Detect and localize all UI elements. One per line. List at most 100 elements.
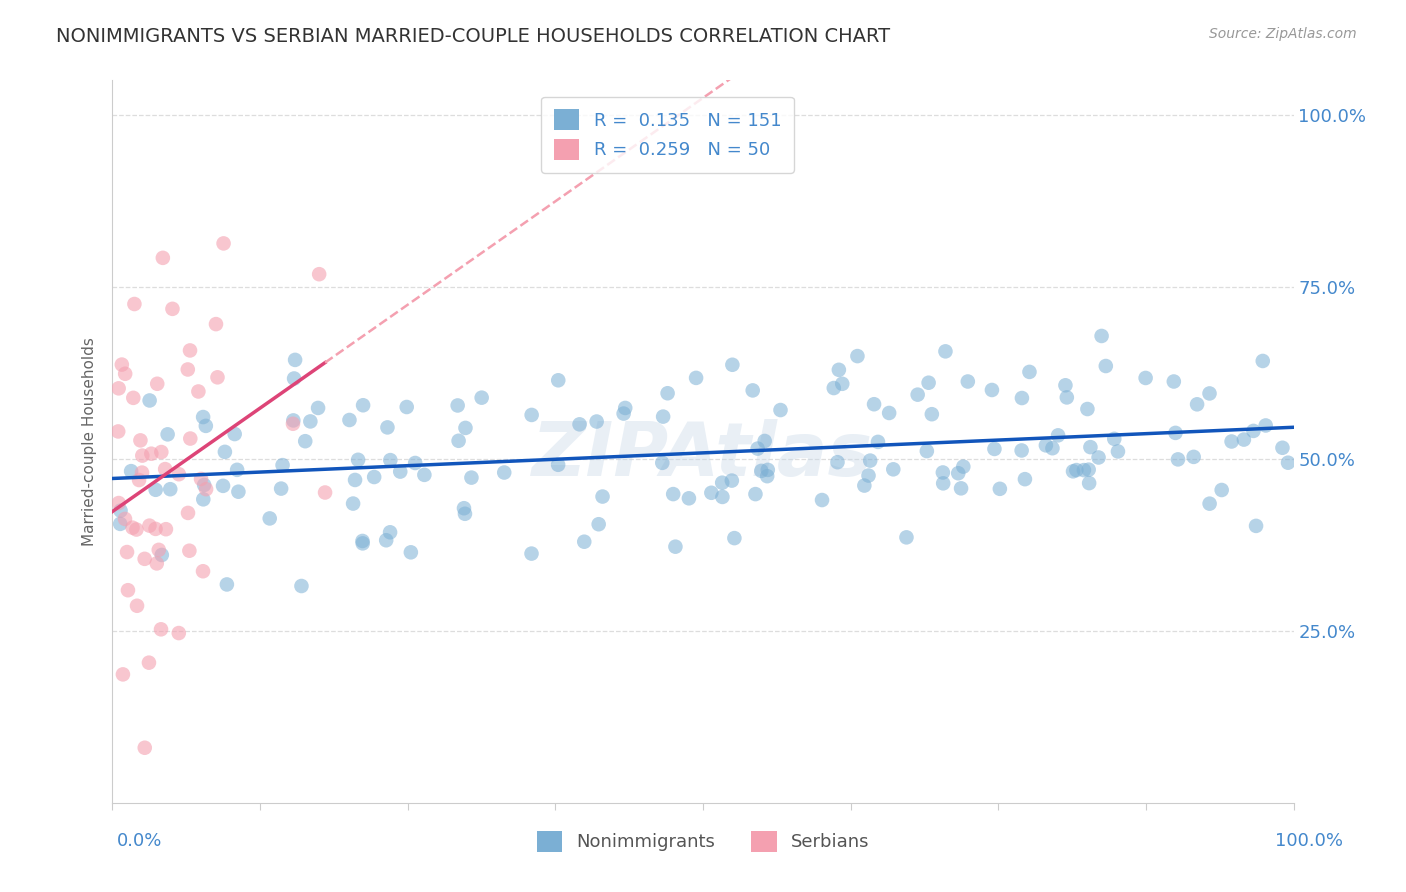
Point	[685, 371, 707, 385]
Point	[283, 413, 305, 427]
Point	[1087, 450, 1109, 465]
Point	[711, 475, 734, 490]
Point	[1042, 441, 1064, 455]
Point	[389, 465, 412, 479]
Point	[1185, 397, 1208, 411]
Point	[981, 383, 1004, 397]
Point	[128, 473, 150, 487]
Point	[395, 400, 418, 414]
Point	[115, 545, 138, 559]
Point	[281, 417, 304, 431]
Point	[1107, 444, 1129, 458]
Point	[1251, 354, 1274, 368]
Point	[882, 462, 904, 476]
Point	[1094, 359, 1116, 373]
Point	[769, 403, 792, 417]
Point	[471, 391, 494, 405]
Point	[652, 409, 675, 424]
Point	[1066, 463, 1088, 477]
Point	[342, 497, 364, 511]
Point	[150, 623, 173, 637]
Point	[363, 470, 385, 484]
Point	[1244, 519, 1267, 533]
Point	[162, 301, 184, 316]
Point	[1011, 391, 1033, 405]
Point	[614, 401, 637, 415]
Point	[547, 458, 569, 472]
Point	[950, 481, 973, 495]
Point	[150, 548, 173, 562]
Point	[756, 469, 779, 483]
Point	[494, 466, 516, 480]
Point	[651, 456, 673, 470]
Text: ZIPAtlas: ZIPAtlas	[533, 419, 873, 492]
Point	[193, 492, 215, 507]
Point	[827, 455, 849, 469]
Point	[520, 408, 543, 422]
Point	[195, 482, 218, 496]
Point	[212, 479, 235, 493]
Point	[846, 349, 869, 363]
Point	[574, 534, 596, 549]
Point	[1198, 497, 1220, 511]
Point	[1163, 375, 1185, 389]
Point	[131, 449, 153, 463]
Point	[294, 434, 316, 449]
Point	[1198, 386, 1220, 401]
Point	[915, 444, 938, 458]
Point	[1241, 424, 1264, 438]
Point	[592, 490, 614, 504]
Point	[1035, 438, 1057, 452]
Point	[588, 517, 610, 532]
Point	[1277, 456, 1299, 470]
Point	[934, 344, 956, 359]
Point	[1073, 463, 1095, 477]
Point	[613, 407, 636, 421]
Y-axis label: Married-couple Households: Married-couple Households	[82, 337, 97, 546]
Point	[191, 410, 214, 425]
Point	[125, 599, 148, 613]
Point	[129, 434, 152, 448]
Point	[107, 381, 129, 395]
Point	[983, 442, 1005, 456]
Point	[447, 434, 470, 448]
Point	[205, 317, 228, 331]
Point	[948, 467, 970, 481]
Point	[167, 626, 190, 640]
Point	[138, 518, 160, 533]
Point	[191, 564, 214, 578]
Point	[193, 478, 215, 492]
Point	[179, 432, 201, 446]
Point	[153, 462, 176, 476]
Point	[413, 467, 436, 482]
Point	[141, 447, 163, 461]
Point	[308, 267, 330, 281]
Point	[190, 472, 212, 486]
Point	[1018, 365, 1040, 379]
Point	[284, 352, 307, 367]
Point	[107, 496, 129, 510]
Point	[152, 251, 174, 265]
Point	[932, 476, 955, 491]
Point	[347, 452, 370, 467]
Point	[179, 543, 201, 558]
Point	[177, 362, 200, 376]
Point	[823, 381, 845, 395]
Point	[1167, 452, 1189, 467]
Point	[352, 536, 374, 550]
Point	[145, 522, 167, 536]
Point	[111, 667, 134, 681]
Point	[741, 384, 763, 398]
Point	[831, 376, 853, 391]
Point	[122, 391, 145, 405]
Point	[744, 487, 766, 501]
Point	[747, 442, 769, 456]
Point	[120, 464, 142, 478]
Point	[399, 545, 422, 559]
Point	[1182, 450, 1205, 464]
Point	[380, 453, 402, 467]
Point	[138, 393, 160, 408]
Point	[1164, 425, 1187, 440]
Legend: R =  0.135   N = 151, R =  0.259   N = 50: R = 0.135 N = 151, R = 0.259 N = 50	[541, 96, 794, 172]
Point	[194, 418, 217, 433]
